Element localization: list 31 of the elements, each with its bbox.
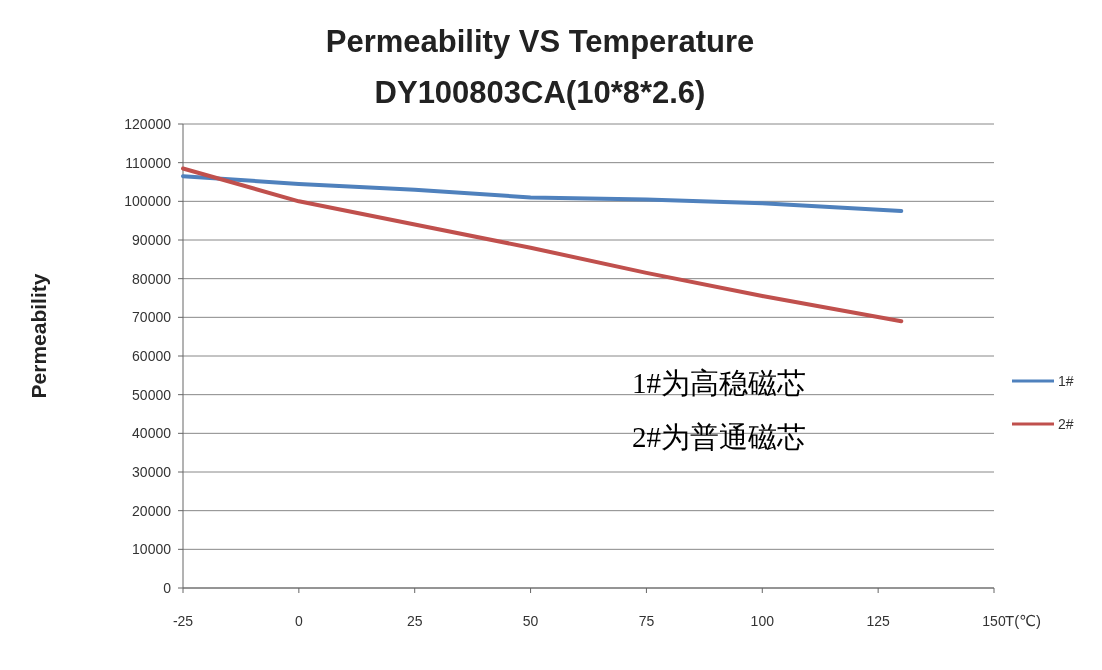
y-tick-label: 30000	[132, 464, 172, 480]
y-tick-label: 110000	[125, 154, 172, 171]
y-tick-label: 40000	[132, 425, 172, 442]
x-axis-title: T(℃)	[1005, 612, 1041, 629]
x-tick-label: -25	[172, 613, 194, 629]
legend-label: 1#	[1058, 373, 1074, 389]
y-tick-label: 80000	[132, 270, 172, 287]
annotation: 1#为高稳磁芯	[632, 367, 806, 399]
x-tick-label: 25	[406, 613, 423, 629]
x-tick-label: 75	[638, 613, 655, 629]
x-tick-label: 150	[982, 613, 1006, 629]
y-tick-label: 0	[163, 580, 172, 596]
line-series	[181, 166, 904, 324]
x-tick-label: 50	[522, 613, 539, 629]
y-tick-label: 100000	[124, 193, 172, 210]
y-tick-label: 50000	[132, 386, 172, 403]
y-tick-label: 70000	[132, 309, 172, 326]
x-tick-label: 125	[866, 613, 891, 629]
chart-title: Permeability VS Temperature	[325, 24, 755, 59]
y-tick-label: 10000	[132, 541, 172, 558]
legend-label: 2#	[1058, 416, 1074, 432]
y-tick-label: 20000	[132, 502, 172, 519]
chart-subtitle: DY100803CA(10*8*2.6)	[374, 75, 706, 110]
line-series	[181, 174, 904, 213]
x-tick-label: 0	[294, 613, 303, 629]
y-tick-label: 120000	[124, 116, 172, 132]
y-tick-label: 90000	[132, 232, 172, 248]
y-tick-label: 60000	[132, 348, 172, 364]
x-tick-label: 100	[750, 613, 775, 629]
y-axis-title: Permeability	[27, 273, 50, 399]
annotation: 2#为普通磁芯	[632, 421, 806, 453]
